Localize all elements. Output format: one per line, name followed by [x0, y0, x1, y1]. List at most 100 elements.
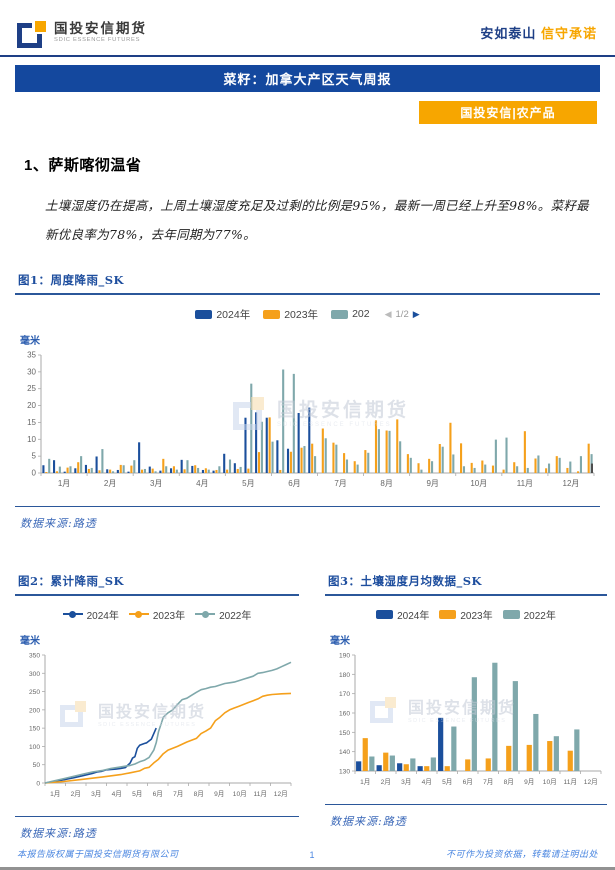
slogan: 安如泰山 信守承诺	[480, 23, 597, 42]
svg-text:300: 300	[29, 671, 40, 678]
svg-text:35: 35	[27, 350, 36, 359]
legend-prev-arrow-icon[interactable]: ◀	[384, 308, 392, 319]
footer: 本报告版权属于国投安信期货有限公司 1 不可作为投资依据，转载请注明出处	[0, 847, 615, 870]
svg-text:8月: 8月	[194, 790, 204, 798]
section-paragraph: 土壤湿度仍在提高，上周土壤湿度充足及过剩的比例是95%，最新一周已经上升至98%…	[45, 198, 589, 243]
legend-item-2024[interactable]: 2024年	[62, 607, 119, 622]
svg-text:5月: 5月	[242, 479, 254, 488]
legend-item-2024[interactable]: 2024年	[195, 307, 250, 322]
svg-text:2月: 2月	[71, 790, 81, 798]
legend-item-2022-truncated[interactable]: 202	[331, 308, 370, 320]
svg-text:20: 20	[27, 401, 36, 410]
figure2-chart: 0 50 100 150 200 250 300 350 1月 2月 3月 4月 5月 6月 7月 8月 9月 1…	[15, 649, 299, 806]
svg-text:11月: 11月	[517, 479, 533, 488]
svg-text:1月: 1月	[58, 479, 70, 488]
legend-label-2023: 2023年	[284, 308, 319, 321]
figure3-unit-label: 毫米	[330, 635, 350, 647]
figure2-title: 图2：累计降雨_SK	[18, 573, 125, 588]
legend-page-indicator: 1/2	[395, 308, 409, 320]
legend-item-2024[interactable]: 2024年	[376, 607, 429, 622]
figure2-title-rule	[15, 593, 299, 596]
svg-text:12月: 12月	[563, 479, 580, 488]
legend-label-2022: 2022年	[523, 610, 556, 622]
svg-text:11月: 11月	[564, 778, 577, 786]
figure1-legend: 2024年 2023年 202 ◀ 1/2 ▶	[0, 307, 615, 322]
legend-label-2023: 2023年	[152, 610, 186, 622]
legend-label-2024: 2024年	[86, 610, 119, 622]
figure1-title-rule	[15, 292, 600, 295]
svg-text:6月: 6月	[153, 790, 163, 798]
svg-text:25: 25	[27, 384, 36, 393]
svg-text:2月: 2月	[104, 479, 116, 488]
logo-orange-square	[33, 19, 48, 34]
svg-text:6月: 6月	[288, 479, 300, 488]
svg-text:9月: 9月	[426, 479, 438, 488]
svg-text:3月: 3月	[91, 790, 101, 798]
svg-text:8月: 8月	[380, 479, 392, 488]
brand: 国投安信期货 SDIC ESSENCE FUTURES	[16, 16, 147, 49]
legend-label-2023: 2023年	[460, 610, 493, 622]
svg-text:12月: 12月	[274, 790, 288, 798]
svg-text:350: 350	[29, 652, 40, 659]
legend-item-2023[interactable]: 2023年	[128, 607, 186, 622]
svg-text:5月: 5月	[442, 778, 452, 786]
brand-name-en: SDIC ESSENCE FUTURES	[54, 36, 141, 43]
svg-text:190: 190	[339, 652, 350, 659]
svg-text:10月: 10月	[543, 778, 557, 786]
svg-text:2月: 2月	[381, 778, 391, 786]
svg-text:7月: 7月	[483, 778, 493, 786]
figure1-bottom-rule	[15, 505, 600, 507]
legend-swatch-2023	[439, 609, 457, 619]
svg-text:1月: 1月	[360, 778, 370, 786]
figure1-chart-canvas: 0 5 10 15 20 25 30 35 1月 2月 3月 4月 5月 6月 7月 8月 9月 10月 11月 12…	[27, 350, 595, 488]
svg-text:130: 130	[339, 768, 350, 775]
svg-text:5月: 5月	[132, 790, 142, 798]
company-logo-icon	[16, 16, 48, 49]
header-divider	[0, 55, 615, 57]
legend-item-2022[interactable]: 2022年	[502, 607, 556, 622]
svg-text:0: 0	[32, 468, 37, 477]
figure3-chart: 130 140 150 160 170 180 190 1月 2月 3月 4月 5月 6月 7月 8月 9月 1…	[325, 649, 607, 794]
svg-text:180: 180	[339, 672, 350, 679]
figure2-legend: 2024年 2023年 2022年	[15, 607, 299, 622]
legend-next-arrow-icon[interactable]: ▶	[412, 308, 420, 319]
footer-copyright: 本报告版权属于国投安信期货有限公司	[17, 850, 179, 860]
badge-row: 国投安信|农产品	[18, 101, 597, 124]
figure3-bottom-rule	[325, 803, 607, 805]
figure1-title: 图1：周度降雨_SK	[18, 272, 125, 287]
header: 国投安信期货 SDIC ESSENCE FUTURES 安如泰山 信守承诺	[0, 0, 615, 55]
legend-pager: ◀ 1/2 ▶	[385, 309, 420, 320]
page-number: 1	[309, 850, 315, 860]
svg-text:0: 0	[36, 780, 40, 787]
figure2-block: 图2：累计降雨_SK 2024年 2023年 2022年 毫米 0 50 100 15…	[15, 551, 299, 841]
legend-swatch-2022	[331, 309, 349, 319]
legend-label-2022-truncated: 202	[352, 308, 370, 321]
legend-label-2024: 2024年	[216, 308, 251, 321]
legend-label-2022: 2022年	[219, 610, 252, 622]
slogan-left: 安如泰山	[480, 26, 537, 41]
svg-text:12月: 12月	[584, 778, 598, 786]
figure3-legend: 2024年 2023年 2022年	[325, 607, 607, 622]
svg-text:10月: 10月	[470, 479, 487, 488]
svg-text:160: 160	[339, 710, 350, 717]
svg-text:5: 5	[32, 451, 37, 460]
legend-item-2023[interactable]: 2023年	[439, 607, 493, 622]
svg-text:3月: 3月	[150, 479, 162, 488]
brand-name: 国投安信期货	[54, 21, 147, 37]
legend-swatch-2024	[376, 609, 394, 619]
figure2-unit-label: 毫米	[20, 635, 40, 647]
legend-line-marker-2024	[62, 610, 83, 619]
legend-item-2022[interactable]: 2022年	[195, 607, 251, 622]
legend-line-marker-2022	[195, 610, 216, 619]
svg-text:6月: 6月	[463, 778, 473, 786]
legend-item-2023[interactable]: 2023年	[263, 307, 318, 322]
svg-text:10月: 10月	[233, 790, 247, 798]
svg-text:30: 30	[27, 367, 36, 376]
svg-text:11月: 11月	[254, 790, 267, 798]
svg-text:7月: 7月	[334, 479, 346, 488]
svg-text:4月: 4月	[196, 479, 208, 488]
figure1-source: 数据来源:路透	[20, 516, 97, 530]
brand-text: 国投安信期货 SDIC ESSENCE FUTURES	[54, 21, 147, 43]
logo-blue-frame	[17, 23, 42, 48]
figure1-unit-label: 毫米	[20, 335, 40, 347]
